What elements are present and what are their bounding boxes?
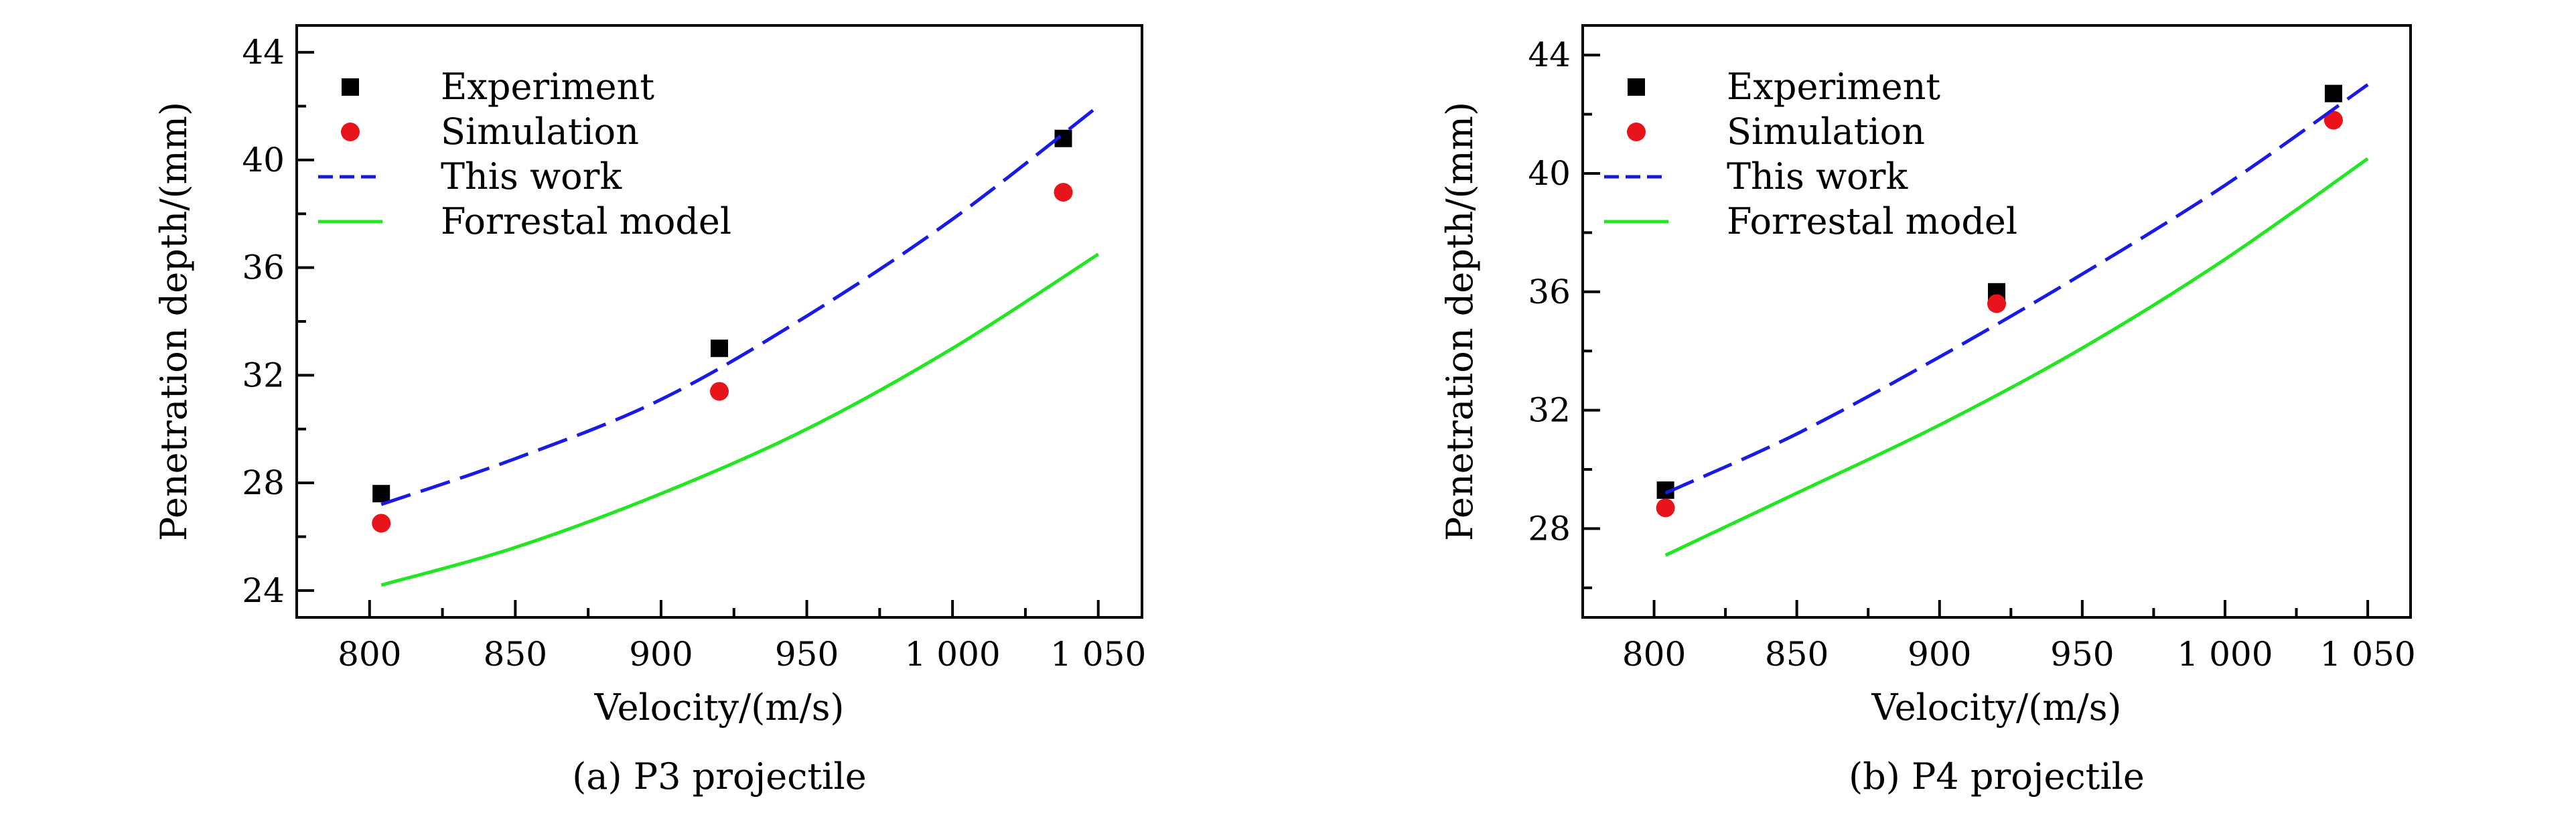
legend-label: This work	[1727, 155, 1908, 198]
y-tick-label: 36	[242, 248, 285, 287]
x-tick-label: 950	[2050, 635, 2114, 674]
y-tick-label: 28	[242, 463, 285, 502]
legend-label: Experiment	[441, 66, 654, 108]
x-tick-label: 850	[484, 635, 547, 674]
legend-label: Forrestal model	[1727, 200, 2017, 242]
x-axis-title: Velocity/(m/s)	[594, 686, 845, 729]
series-line-forrestal-model	[1664, 157, 2369, 557]
x-tick-label: 900	[629, 635, 693, 674]
data-point-simulation	[1656, 498, 1675, 518]
y-tick-label: 44	[1528, 35, 1571, 74]
panel-caption: (b) P4 projectile	[1849, 755, 2145, 798]
data-point-experiment	[372, 485, 390, 503]
x-tick-label: 1 000	[2177, 635, 2273, 674]
chart-panel-b: 800 850 900 950 1 000 1 050 28 32 36 40 44 Velocity…	[1439, 24, 2416, 798]
chart-panel-a: 800 850 900 950 1 000 1 050 24 28 32 36 40 44 Veloci…	[153, 24, 1146, 798]
x-tick-label: 1 050	[2319, 635, 2415, 674]
x-tick-label: 900	[1908, 635, 1971, 674]
legend-label: Experiment	[1727, 66, 1940, 108]
y-axis-title: Penetration depth/(mm)	[1439, 102, 1481, 541]
series-line-forrestal-model	[380, 252, 1100, 587]
data-point-simulation	[710, 382, 729, 401]
panel-caption: (a) P3 projectile	[572, 755, 866, 798]
x-tick-label: 800	[1622, 635, 1686, 674]
legend-label: Simulation	[1727, 110, 1925, 153]
plot-frame	[295, 24, 1143, 619]
legend-label: This work	[441, 155, 622, 198]
series-line-this-work	[380, 104, 1100, 506]
plot-frame	[1581, 24, 2412, 619]
x-axis-title: Velocity/(m/s)	[1871, 686, 2122, 729]
legend-label: Simulation	[441, 110, 639, 153]
y-axis-title: Penetration depth/(mm)	[153, 102, 195, 541]
legend-label: Forrestal model	[441, 200, 731, 242]
x-tick-label: 800	[338, 635, 401, 674]
x-tick-label: 1 000	[905, 635, 1001, 674]
legend-swatch-simulation	[1627, 123, 1646, 141]
y-tick-label: 44	[242, 33, 285, 72]
data-point-experiment	[711, 340, 728, 358]
y-tick-label: 32	[242, 356, 285, 394]
y-tick-label: 40	[1528, 154, 1571, 193]
legend-swatch-simulation	[341, 123, 360, 141]
legend-swatch-experiment	[1628, 78, 1645, 96]
y-tick-label: 32	[1528, 391, 1571, 430]
y-tick-label: 40	[242, 141, 285, 179]
y-tick-label: 28	[1528, 509, 1571, 548]
x-tick-label: 950	[775, 635, 839, 674]
x-tick-label: 850	[1765, 635, 1829, 674]
legend-swatch-experiment	[342, 78, 359, 96]
y-tick-label: 24	[242, 571, 285, 610]
data-point-experiment	[2324, 84, 2342, 102]
y-tick-label: 36	[1528, 273, 1571, 311]
data-point-simulation	[1054, 183, 1073, 202]
data-point-simulation	[372, 514, 391, 533]
data-point-simulation	[1987, 294, 2006, 313]
x-tick-label: 1 050	[1050, 635, 1146, 674]
series-line-this-work	[1664, 83, 2369, 495]
data-point-simulation	[2323, 110, 2343, 130]
